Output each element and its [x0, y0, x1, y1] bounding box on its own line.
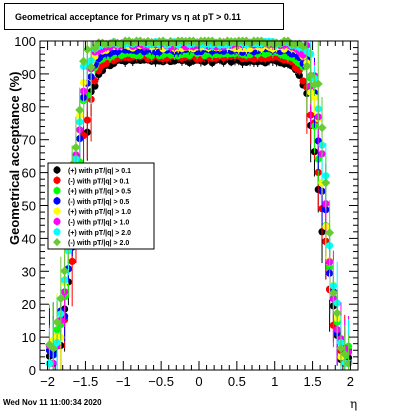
legend: (+) with pT/|q| > 0.1 (-) with pT/|q| > 0… — [47, 162, 155, 250]
data-point — [332, 308, 342, 318]
data-point — [91, 82, 99, 90]
data-point — [83, 116, 91, 124]
legend-entry-5: (+) with pT/|q| > 1.0 — [53, 207, 131, 216]
legend-entry-8: (-) with pT/|q| > 2.0 — [53, 238, 129, 247]
legend-marker — [53, 207, 61, 215]
data-point — [86, 62, 96, 72]
legend-marker — [53, 187, 61, 195]
y-tick-label: 40 — [22, 231, 36, 246]
legend-entry-3: (+) with pT/|q| > 0.5 — [53, 186, 131, 196]
data-point — [79, 56, 89, 66]
y-tick-label: 10 — [22, 330, 36, 345]
data-point — [299, 77, 307, 85]
legend-label: (+) with pT/|q| > 1.0 — [68, 209, 131, 216]
chart-title: Geometrical acceptance for Primary vs η … — [15, 12, 241, 22]
data-point — [56, 294, 66, 304]
data-point — [340, 349, 350, 359]
data-point — [68, 257, 76, 266]
data-point — [328, 288, 338, 298]
y-tick-label: 50 — [22, 199, 36, 214]
y-tick-label: 0 — [29, 363, 36, 378]
y-tick-label: 60 — [22, 166, 36, 181]
x-tick-label: 1.5 — [304, 374, 322, 389]
legend-entry-4: (-) with pT/|q| > 0.5 — [53, 196, 129, 206]
y-tick-label: 70 — [22, 133, 36, 148]
data-point — [321, 178, 331, 188]
legend-label: (-) with pT/|q| > 1.0 — [68, 220, 129, 227]
title-box: Geometrical acceptance for Primary vs η … — [4, 3, 284, 30]
x-tick-label: 1 — [271, 374, 278, 389]
legend-entry-6: (-) with pT/|q| > 1.0 — [53, 217, 129, 227]
timestamp-footer: Wed Nov 11 11:00:34 2020 — [3, 398, 102, 407]
data-point — [82, 45, 92, 55]
legend-label: (+) with pT/|q| > 0.1 — [68, 168, 131, 175]
data-point — [45, 359, 54, 368]
legend-marker — [53, 238, 61, 247]
data-point — [317, 123, 327, 133]
y-tick-label: 20 — [22, 297, 36, 312]
data-point — [306, 70, 316, 80]
legend-marker — [53, 176, 61, 184]
x-axis-label: η — [350, 397, 358, 411]
data-point — [60, 266, 70, 276]
data-point — [336, 343, 346, 353]
data-point — [295, 71, 303, 80]
data-point — [71, 142, 81, 152]
data-point — [52, 317, 62, 327]
x-tick-label: −1.5 — [73, 374, 99, 389]
data-point — [75, 105, 85, 115]
axes-layer: −2 −1.5 −1 −0.5 0 0.5 1 1.5 20102030405060708090… — [14, 34, 358, 389]
legend-entry-7: (+) with pT/|q| > 2.0 — [53, 227, 131, 237]
x-tick-label: 2 — [347, 374, 354, 389]
legend-box — [47, 162, 155, 250]
y-tick-label: 90 — [22, 67, 36, 82]
legend-entry-2: (-) with pT/|q| > 0.1 — [53, 176, 129, 185]
data-point — [313, 79, 323, 89]
x-tick-label: −1 — [116, 374, 131, 389]
y-tick-label: 30 — [22, 264, 36, 279]
x-tick-label: −2 — [40, 374, 55, 389]
legend-marker — [53, 228, 61, 236]
y-axis-label: Geometrical acceptance (%) — [7, 71, 22, 245]
legend-marker — [53, 166, 61, 174]
x-tick-label: −0.5 — [148, 374, 174, 389]
legend-marker — [53, 197, 61, 205]
data-point — [302, 61, 312, 71]
x-tick-label: 0 — [195, 374, 202, 389]
legend-entry-1: (+) with pT/|q| > 0.1 — [53, 166, 131, 175]
x-tick-label: 0.5 — [228, 374, 246, 389]
legend-marker — [53, 217, 61, 226]
data-point — [310, 93, 319, 101]
data-point — [325, 228, 335, 238]
legend-label: (-) with pT/|q| > 2.0 — [68, 240, 129, 247]
y-tick-label: 80 — [22, 100, 36, 115]
y-tick-label: 100 — [14, 34, 36, 49]
legend-label: (+) with pT/|q| > 0.5 — [68, 189, 131, 196]
legend-label: (-) with pT/|q| > 0.5 — [68, 199, 129, 206]
legend-label: (+) with pT/|q| > 2.0 — [68, 230, 131, 237]
legend-label: (-) with pT/|q| > 0.1 — [68, 178, 129, 185]
data-point — [48, 343, 58, 353]
